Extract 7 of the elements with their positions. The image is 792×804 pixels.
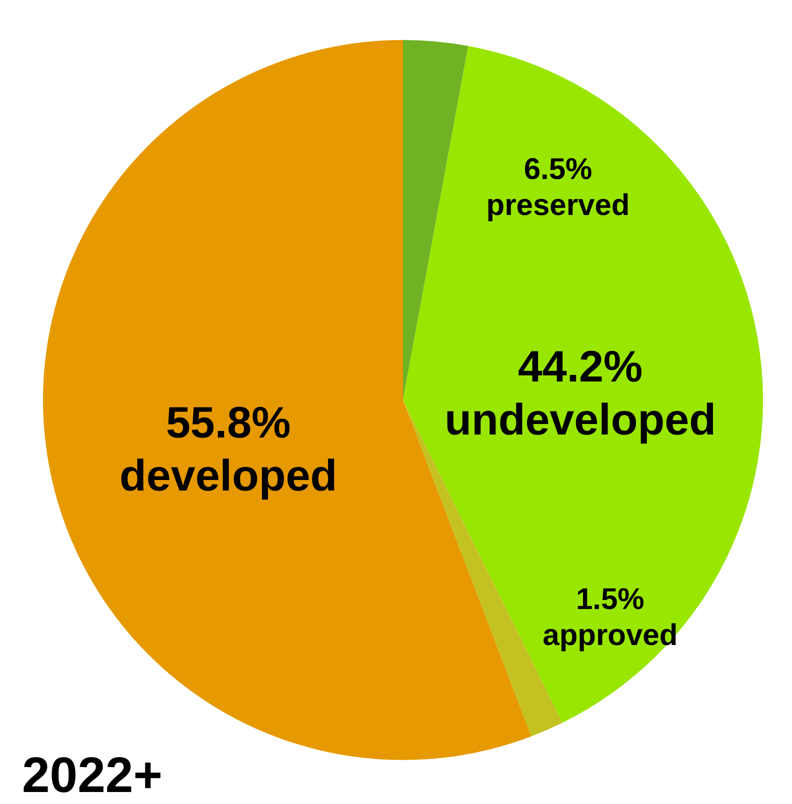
text: 2022+ [22,747,162,803]
pie-slice [403,46,763,723]
text: 1.5% approved [542,583,678,652]
text: 44.2% undeveloped [444,342,716,445]
text: 6.5% preserved [486,153,630,222]
pie-slice [403,40,468,400]
text: 55.8% developed [120,398,338,500]
